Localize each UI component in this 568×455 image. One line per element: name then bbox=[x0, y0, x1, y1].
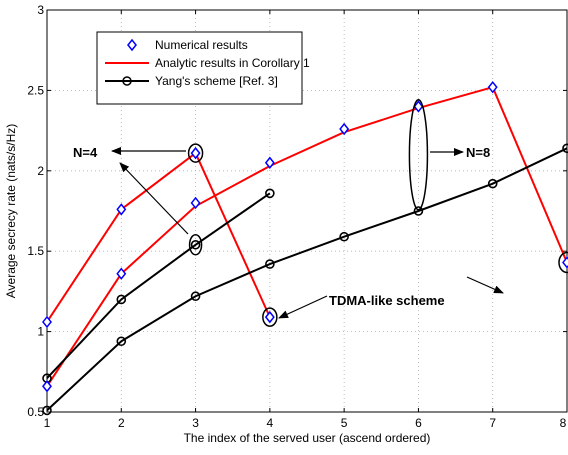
x-tick-label: 1 bbox=[44, 416, 51, 430]
y-tick-label: 1.5 bbox=[27, 244, 44, 258]
x-tick-label: 3 bbox=[192, 416, 199, 430]
arrow-n4-from-yang bbox=[119, 162, 189, 235]
ellipse-tdma-point-end bbox=[558, 251, 568, 274]
x-tick-label: 4 bbox=[267, 416, 274, 430]
n4-label: N=4 bbox=[73, 145, 98, 160]
y-tick-label: 0.5 bbox=[27, 405, 44, 419]
series-lines bbox=[46, 85, 568, 412]
legend-diamond-marker bbox=[127, 38, 137, 52]
data-point-circle bbox=[116, 336, 127, 347]
series-line-yang bbox=[46, 192, 271, 379]
legend-entry-analytic: Analytic results in Corollary 1 bbox=[105, 56, 310, 70]
data-point-diamond bbox=[413, 100, 424, 113]
data-point-diamond bbox=[42, 315, 52, 329]
data-point-diamond bbox=[339, 122, 350, 136]
y-tick-label: 2 bbox=[37, 164, 44, 178]
data-point-circle bbox=[265, 188, 275, 199]
data-point-circle bbox=[190, 239, 201, 250]
data-point-circle bbox=[42, 405, 52, 416]
legend-box bbox=[96, 31, 303, 105]
ellipse-n8-group bbox=[408, 98, 429, 211]
arrow-tdma-to-n4 bbox=[278, 295, 328, 319]
data-point-diamond bbox=[116, 203, 127, 216]
axis-ticks: 1 2 3 4 5 6 7 80.511.522.53 bbox=[27, 3, 568, 430]
data-point-diamond bbox=[264, 310, 275, 324]
x-tick-label: 5 bbox=[341, 416, 348, 430]
ellipse-n4-point bbox=[187, 143, 204, 163]
y-tick-label: 3 bbox=[37, 3, 44, 17]
series-line-analytic bbox=[46, 151, 271, 323]
arrow-tdma-to-n8 bbox=[466, 276, 504, 294]
data-point-diamond bbox=[42, 380, 52, 393]
data-point-circle bbox=[413, 206, 424, 216]
data-point-circle bbox=[265, 259, 275, 269]
legend-entry-yang: Yang's scheme [Ref. 3] bbox=[105, 74, 278, 88]
data-point-diamond bbox=[190, 146, 201, 160]
x-tick-label: 8 bbox=[560, 416, 567, 430]
x-axis-label: The index of the served user (ascend ord… bbox=[184, 431, 431, 445]
tdma-label: TDMA-like scheme bbox=[329, 293, 445, 308]
y-axis-label: Average secrecy rate (nats/s/Hz) bbox=[4, 124, 18, 299]
ellipse-n4-yang-point bbox=[188, 234, 203, 256]
series-line-analytic bbox=[46, 85, 568, 387]
legend-entry-numerical: Numerical results bbox=[127, 38, 248, 52]
data-point-circle bbox=[487, 178, 498, 189]
x-tick-label: 6 bbox=[415, 416, 422, 430]
ellipse-tdma-point bbox=[262, 307, 278, 327]
plot-frame bbox=[46, 9, 568, 413]
annotation-shapes bbox=[111, 98, 568, 327]
data-point-circle bbox=[339, 231, 349, 242]
n8-label: N=8 bbox=[466, 145, 490, 160]
x-tick-label: 7 bbox=[489, 416, 496, 430]
data-point-circle bbox=[116, 294, 127, 305]
x-tick-label: 2 bbox=[118, 416, 125, 430]
series-markers bbox=[42, 80, 568, 416]
data-point-diamond bbox=[116, 267, 127, 280]
data-point-diamond bbox=[264, 156, 275, 169]
legend-label-numerical: Numerical results bbox=[155, 38, 248, 52]
data-point-diamond bbox=[190, 196, 201, 210]
y-tick-label: 1 bbox=[37, 325, 44, 339]
legend-label-yang: Yang's scheme [Ref. 3] bbox=[155, 74, 278, 88]
legend-label-analytic: Analytic results in Corollary 1 bbox=[155, 56, 310, 70]
data-point-diamond bbox=[562, 256, 568, 269]
data-point-circle bbox=[562, 143, 568, 154]
y-tick-label: 2.5 bbox=[27, 83, 44, 97]
data-point-diamond bbox=[487, 80, 498, 94]
data-point-circle bbox=[190, 291, 201, 302]
legend-circle-marker bbox=[122, 76, 132, 86]
series-line-yang bbox=[46, 147, 568, 412]
legend: Numerical results Analytic results in Co… bbox=[96, 31, 310, 105]
